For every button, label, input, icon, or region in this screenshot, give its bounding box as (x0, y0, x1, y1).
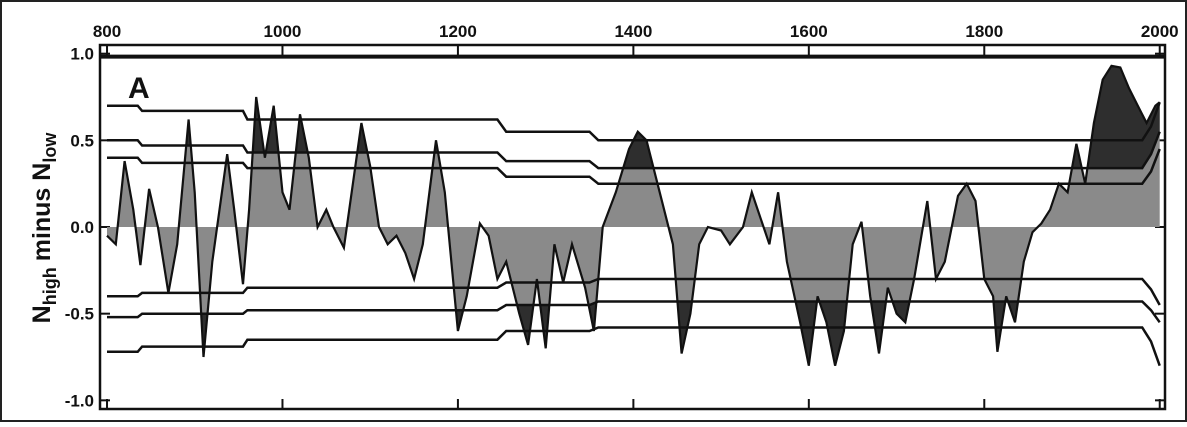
data-line (106, 64, 1161, 366)
threshold-line (107, 148, 1161, 185)
threshold-line (107, 131, 1161, 170)
x-tick-label: 2000 (1141, 22, 1179, 41)
y-label-sub: high (40, 267, 60, 305)
y-tick-label: -1.0 (65, 391, 94, 410)
x-tick-label: 1200 (439, 22, 477, 41)
panel-label: A (128, 72, 150, 105)
threshold-line (107, 326, 1161, 367)
y-tick-label: 0.0 (70, 218, 94, 237)
y-axis-label: Nhigh minus Nlow (28, 132, 60, 324)
threshold-line (107, 101, 1161, 142)
plot-area (106, 64, 1161, 367)
threshold-line (107, 277, 1161, 306)
x-tick-label: 1400 (614, 22, 652, 41)
plot-border (98, 43, 1167, 411)
y-label-part: N (28, 305, 56, 323)
x-tick-label: 1800 (965, 22, 1003, 41)
x-tick-label: 1000 (264, 22, 302, 41)
y-label-sub: low (40, 132, 60, 163)
threshold-line (107, 300, 1161, 324)
area (107, 65, 1160, 366)
y-tick-label: -0.5 (65, 305, 94, 324)
y-label-part: minus N (28, 163, 56, 262)
y-tick-label: 1.0 (70, 45, 94, 64)
y-tick-label: 0.5 (70, 131, 94, 150)
x-tick-label: 800 (93, 22, 121, 41)
x-tick-label: 1600 (790, 22, 828, 41)
